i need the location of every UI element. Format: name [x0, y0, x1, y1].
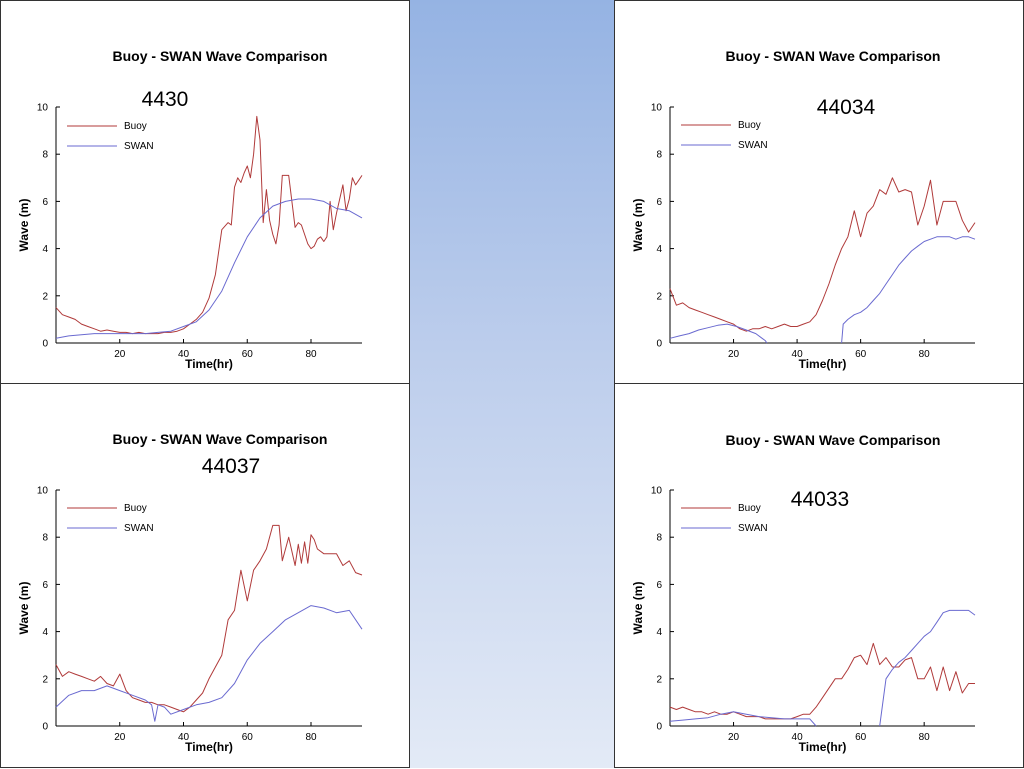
y-tick-label: 6: [656, 580, 662, 591]
y-tick-label: 2: [42, 674, 48, 685]
series-line-buoy: [669, 177, 976, 332]
y-tick-label: 8: [42, 533, 48, 544]
series-line-buoy: [55, 524, 363, 713]
chart-44033: Buoy - SWAN Wave Comparison 44033 0 2 4 6 8 10 2…: [631, 432, 976, 754]
y-tick-label: 2: [656, 291, 662, 302]
chart-title: Buoy - SWAN Wave Comparison: [726, 432, 941, 448]
series-line-swan: [55, 198, 363, 339]
series-line-swan: [55, 605, 363, 722]
chart-44034: Buoy - SWAN Wave Comparison 44034 0 2 4 6 8 10 2…: [631, 48, 976, 371]
legend-entry-swan: SWAN: [124, 523, 154, 534]
y-tick-label: 0: [42, 339, 48, 350]
legend-entry-swan: SWAN: [738, 140, 768, 151]
series-line-swan: [841, 236, 976, 344]
y-tick-label: 4: [42, 627, 48, 638]
series-line-swan: [669, 323, 768, 344]
chart-panel-44033: Buoy - SWAN Wave Comparison 44033 0 2 4 6 8 10 2…: [614, 383, 1024, 768]
x-tick-label: 80: [305, 349, 317, 360]
y-axis-label: Wave (m): [17, 199, 31, 252]
y-tick-label: 8: [656, 150, 662, 161]
y-tick-label: 6: [656, 197, 662, 208]
chart-title: Buoy - SWAN Wave Comparison: [726, 48, 941, 64]
series-line-swan: [669, 711, 817, 727]
y-tick-label: 2: [656, 674, 662, 685]
y-tick-label: 6: [42, 580, 48, 591]
legend-entry-swan: SWAN: [738, 523, 768, 534]
x-tick-label: 40: [792, 732, 804, 743]
station-label: 44033: [791, 488, 849, 511]
y-tick-label: 4: [656, 244, 662, 255]
x-axis-label: Time(hr): [799, 740, 847, 754]
x-tick-label: 60: [242, 349, 254, 360]
y-tick-label: 10: [37, 103, 49, 114]
x-tick-label: 40: [178, 732, 190, 743]
x-tick-label: 40: [178, 349, 190, 360]
x-tick-label: 20: [114, 349, 126, 360]
x-axis-label: Time(hr): [185, 357, 233, 371]
y-tick-label: 2: [42, 291, 48, 302]
x-axis-label: Time(hr): [185, 740, 233, 754]
chart-title: Buoy - SWAN Wave Comparison: [113, 48, 328, 64]
y-tick-label: 10: [651, 486, 663, 497]
station-label: 4430: [142, 88, 189, 111]
y-tick-label: 8: [42, 150, 48, 161]
x-tick-label: 20: [728, 732, 740, 743]
y-axis-label: Wave (m): [17, 582, 31, 635]
legend-entry-buoy: Buoy: [738, 120, 761, 131]
y-tick-label: 6: [42, 197, 48, 208]
series-line-buoy: [55, 115, 363, 335]
station-label: 44034: [817, 96, 876, 119]
x-tick-label: 60: [855, 349, 867, 360]
legend-entry-buoy: Buoy: [738, 503, 761, 514]
chart-44037: Buoy - SWAN Wave Comparison 44037 0 2 4 6 8 10 2…: [17, 431, 363, 754]
y-axis-label: Wave (m): [631, 582, 645, 635]
chart-title: Buoy - SWAN Wave Comparison: [113, 431, 328, 447]
y-tick-label: 10: [37, 486, 49, 497]
x-tick-label: 60: [242, 732, 254, 743]
x-tick-label: 40: [792, 349, 804, 360]
x-tick-label: 80: [919, 349, 931, 360]
y-tick-label: 0: [656, 339, 662, 350]
x-tick-label: 20: [728, 349, 740, 360]
x-tick-label: 80: [919, 732, 931, 743]
y-tick-label: 0: [42, 722, 48, 733]
x-tick-label: 80: [305, 732, 317, 743]
y-tick-label: 4: [656, 627, 662, 638]
station-label: 44037: [202, 455, 260, 478]
y-tick-label: 10: [651, 103, 663, 114]
legend-entry-swan: SWAN: [124, 141, 154, 152]
y-tick-label: 0: [656, 722, 662, 733]
chart-panel-44034: Buoy - SWAN Wave Comparison 44034 0 2 4 6 8 10 2…: [614, 0, 1024, 384]
legend-entry-buoy: Buoy: [124, 121, 147, 132]
legend-entry-buoy: Buoy: [124, 503, 147, 514]
x-tick-label: 20: [114, 732, 126, 743]
series-line-swan: [879, 609, 976, 727]
chart-panel-44037: Buoy - SWAN Wave Comparison 44037 0 2 4 6 8 10 2…: [0, 383, 410, 768]
x-axis-label: Time(hr): [799, 357, 847, 371]
series-line-buoy: [669, 642, 975, 720]
chart-4430: Buoy - SWAN Wave Comparison 4430 0 2 4 6 8 10 20…: [17, 48, 363, 371]
y-axis-label: Wave (m): [631, 199, 645, 252]
y-tick-label: 8: [656, 533, 662, 544]
chart-panel-4430: Buoy - SWAN Wave Comparison 4430 0 2 4 6 8 10 20…: [0, 0, 410, 384]
y-tick-label: 4: [42, 244, 48, 255]
x-tick-label: 60: [855, 732, 867, 743]
